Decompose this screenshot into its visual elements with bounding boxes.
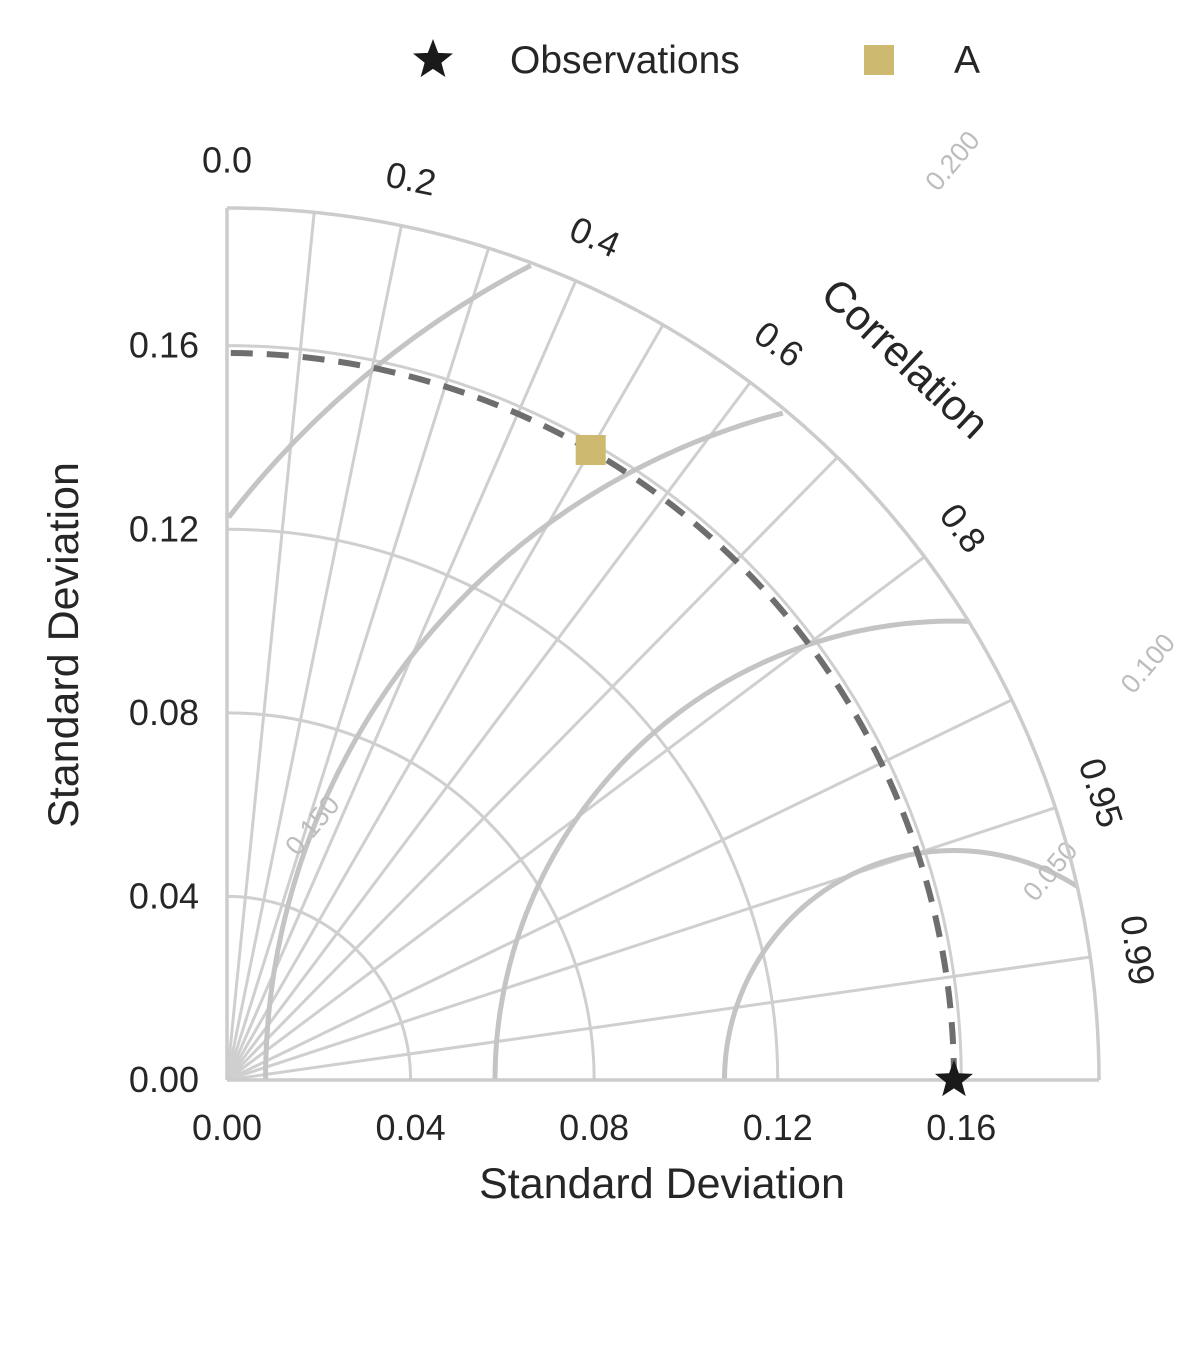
rms-contour [492,618,969,1080]
legend-label-observations: Observations [510,39,740,82]
x-tick-label: 0.08 [559,1107,629,1148]
y-tick-label: 0.04 [129,875,199,916]
rms-contour [263,410,784,1080]
correlation-tick-label: 0.0 [202,140,252,181]
correlation-tick-label: 0.2 [382,153,439,203]
grid-layer [225,212,1091,1082]
x-tick-label: 0.12 [743,1107,813,1148]
legend: Observations A [413,39,980,82]
correlation-gridline [225,381,752,1081]
correlation-gridline [225,280,578,1081]
rms-contour-label: 0.100 [1115,628,1181,699]
x-axis-title: Standard Deviation [479,1160,845,1208]
correlation-axis-title: Correlation [812,269,998,448]
legend-observations-star-icon [413,39,453,77]
rms-contour-label: 0.150 [279,790,345,861]
points-layer [575,435,973,1097]
correlation-tick-label: 0.8 [932,496,995,561]
observation-star-marker [934,1060,973,1097]
y-axis-title: Standard Deviation [40,462,88,828]
rms-contour [226,263,532,519]
y-tick-label: 0.08 [129,692,199,733]
std-gridline-arc [226,344,963,1081]
rms-contour [722,848,1079,1080]
correlation-tick-label: 0.4 [564,208,626,266]
legend-label-a: A [954,39,980,82]
y-tick-label: 0.16 [129,325,199,366]
correlation-gridline [226,955,1091,1082]
legend-a-square-icon [864,45,894,75]
correlation-tick-label: 0.99 [1113,913,1163,988]
correlation-tick-label: 0.6 [747,313,812,376]
std-gridline-arc [226,711,596,1081]
correlation-tick-label: 0.95 [1071,753,1132,832]
tick-labels-layer: 0.00 0.00 0.04 0.04 0.08 0.08 0.12 0.12 0.16 0.16… [129,140,1163,1148]
x-tick-label: 0.16 [926,1107,996,1148]
correlation-gridline [225,212,316,1081]
std-gridline-arc [226,894,413,1081]
x-tick-label: 0.04 [376,1107,446,1148]
y-tick-label: 0.12 [129,508,199,549]
model-point-a [575,435,606,466]
rms-contour-label: 0.200 [919,125,985,196]
outer-arc [226,206,1101,1081]
correlation-gridline [225,247,491,1081]
x-tick-label: 0.00 [192,1107,262,1148]
correlation-gridline [225,225,403,1081]
y-tick-label: 0.00 [129,1059,199,1100]
